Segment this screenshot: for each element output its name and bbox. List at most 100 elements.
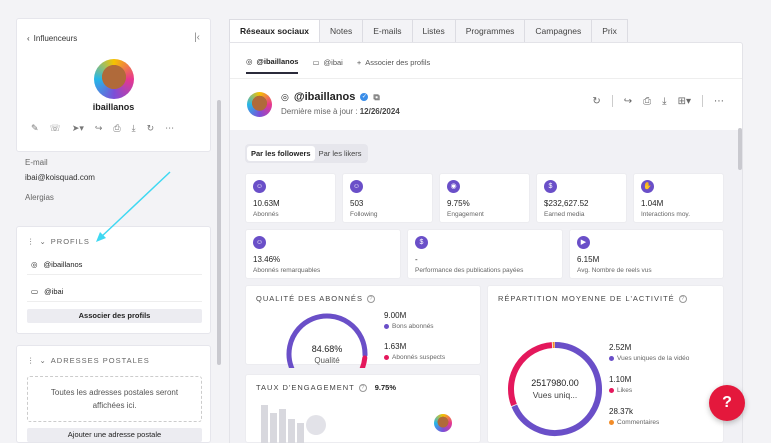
refresh-icon[interactable]: ↻ (146, 123, 155, 133)
avatar (94, 59, 134, 99)
activity-item-label: Likes (609, 387, 632, 394)
profile-avatar (247, 92, 272, 117)
stat-card-paid-performance: $ - Performance des publications payées (407, 229, 563, 279)
profile-name: ◎ @ibaillanos ✓ ⧉ (281, 91, 380, 103)
twitch-icon: ▭ (312, 58, 320, 67)
download-icon[interactable]: ⤓ (662, 95, 667, 107)
quality-bad-arc (359, 355, 368, 368)
subtabs-divider (230, 78, 742, 79)
profile-item-twitch[interactable]: ▭ @ibai (27, 282, 202, 302)
subtab-associate-profiles[interactable]: + Associer des profils (356, 58, 431, 67)
addresses-section-header[interactable]: ⋮ ⌄ ADRESSES POSTALES (27, 356, 150, 365)
print-icon[interactable]: ⎙ (643, 95, 652, 107)
users-icon: ☺ (350, 180, 363, 193)
drag-handle-icon[interactable]: ⋮ (27, 356, 36, 365)
more-icon[interactable]: ⋯ (165, 123, 175, 133)
more-icon[interactable]: ⋯ (714, 95, 724, 107)
share-icon[interactable]: ↪ (94, 123, 103, 133)
help-chat-button[interactable]: ? (709, 385, 745, 421)
activity-center-value: 2517980.00 (531, 378, 579, 388)
quality-title: QUALITÉ DES ABONNÉS ? (256, 294, 375, 303)
dollar-icon: $ (415, 236, 428, 249)
tab-reseaux-sociaux[interactable]: Réseaux sociaux (229, 19, 320, 43)
stat-card-interactions: ✋ 1.04M Interactions moy. (633, 173, 724, 223)
histogram-marker (306, 415, 326, 435)
left-scrollbar[interactable] (217, 100, 221, 365)
email-label: E-mail (25, 158, 48, 167)
histogram-bar (270, 413, 277, 443)
add-address-button[interactable]: Ajouter une adresse postale (27, 428, 202, 442)
associate-profiles-button[interactable]: Associer des profils (27, 309, 202, 323)
chevron-down-icon: ⌄ (39, 356, 47, 365)
subtab-ibai[interactable]: ▭ @ibai (312, 58, 343, 67)
help-icon[interactable]: ? (678, 294, 687, 303)
back-link[interactable]: ‹ Influenceurs (27, 34, 78, 43)
histogram-bar (261, 405, 268, 443)
share-icon[interactable]: ↪ (623, 95, 633, 107)
send-icon[interactable]: ➤▾ (71, 123, 84, 133)
profile-item-instagram[interactable]: ◎ @ibaillanos (27, 255, 202, 275)
legend-dot (609, 420, 614, 425)
legend-dot (609, 388, 614, 393)
addresses-card: ⋮ ⌄ ADRESSES POSTALES Toutes les adresse… (16, 345, 211, 443)
tab-listes[interactable]: Listes (412, 19, 456, 43)
floating-avatar[interactable] (434, 414, 452, 432)
edit-icon[interactable]: ✎ (31, 123, 39, 133)
good-followers-label: Bons abonnés (384, 323, 434, 330)
print-icon[interactable]: ⎙ (113, 123, 121, 133)
help-icon[interactable]: ? (358, 383, 367, 392)
tab-campagnes[interactable]: Campagnes (525, 19, 593, 43)
quality-center-label: Qualité (314, 356, 340, 365)
tab-prix[interactable]: Prix (592, 19, 628, 43)
quality-good-arc (286, 313, 368, 368)
address-empty-state: Toutes les adresses postales seront affi… (27, 376, 202, 422)
legend-dot (609, 356, 614, 361)
refresh-icon[interactable]: ↻ (592, 95, 601, 107)
suspect-dot (384, 355, 389, 360)
chevron-left-icon: ‹ (27, 34, 30, 43)
tab-programmes[interactable]: Programmes (455, 19, 526, 43)
stat-card-engagement: ◉ 9.75% Engagement (439, 173, 530, 223)
subtab-ibaillanos[interactable]: ◎ @ibaillanos (246, 57, 299, 74)
quality-donut: 84.68% Qualité (286, 313, 368, 368)
activity-distribution-panel: RÉPARTITION MOYENNE DE L'ACTIVITÉ ? 2517… (487, 285, 724, 443)
tab-notes[interactable]: Notes (319, 19, 364, 43)
engagement-rate-panel: TAUX D'ENGAGEMENT ? 9.75% (245, 374, 481, 443)
help-icon[interactable]: ? (366, 294, 375, 303)
drag-handle-icon[interactable]: ⋮ (27, 237, 36, 246)
external-link-icon[interactable]: ⧉ (373, 91, 380, 102)
hand-icon: ✋ (641, 180, 654, 193)
header-actions: ↻ ↪ ⎙ ⤓ ⊞▾ ⋯ (592, 95, 724, 107)
tab-emails[interactable]: E-mails (363, 19, 413, 43)
users-icon: ☺ (253, 180, 266, 193)
username: ibaillanos (92, 102, 135, 112)
main-tabs: Réseaux sociaux Notes E-mails Listes Pro… (229, 19, 628, 43)
profiles-section-header[interactable]: ⋮ ⌄ PROFILS (27, 237, 90, 246)
stat-card-following: ☺ 503 Following (342, 173, 433, 223)
profile-card: ‹ Influenceurs |‹ ibaillanos ✎ ☏ ➤▾ ↪ ⎙ … (16, 18, 211, 152)
download-icon[interactable]: ⤓ (131, 123, 136, 133)
activity-donut: 2517980.00 Vues uniq... (508, 342, 602, 436)
phone-icon[interactable]: ☏ (49, 123, 61, 133)
activity-item-value: 1.10M (609, 375, 632, 384)
instagram-icon: ◎ (246, 57, 253, 66)
email-value[interactable]: ibai@koisquad.com (25, 173, 95, 182)
profile-subtabs: ◎ @ibaillanos ▭ @ibai + Associer des pro… (246, 57, 430, 74)
quality-percent: 84.68% (312, 344, 343, 354)
collapse-panel-icon[interactable]: |‹ (194, 32, 200, 43)
main-panel: ◎ @ibaillanos ▭ @ibai + Associer des pro… (229, 42, 743, 443)
main-scrollbar[interactable] (738, 128, 742, 170)
chevron-down-icon: ⌄ (39, 237, 47, 246)
segment-followers[interactable]: Par les followers (247, 146, 315, 161)
suspect-followers-label: Abonnés suspects (384, 354, 445, 361)
stats-content: Par les followers Par les likers ☺ 10.63… (230, 130, 742, 443)
good-followers-value: 9.00M (384, 311, 407, 320)
add-to-list-icon[interactable]: ⊞▾ (677, 95, 691, 107)
users-icon: ☺ (253, 236, 266, 249)
engagement-histogram (261, 405, 326, 443)
target-icon: ◉ (447, 180, 460, 193)
activity-arc (508, 342, 553, 407)
histogram-bar (288, 419, 295, 443)
segment-likers[interactable]: Par les likers (318, 149, 362, 158)
histogram-bar (297, 423, 304, 443)
